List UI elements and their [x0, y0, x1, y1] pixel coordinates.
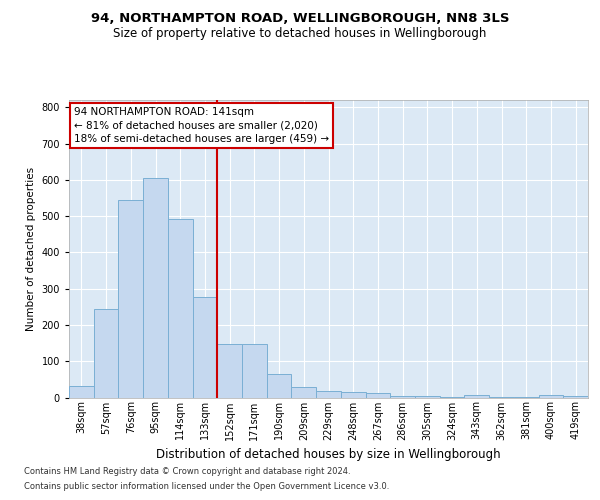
Bar [69, 386, 94, 398]
Bar [94, 308, 118, 398]
Bar [440, 397, 464, 398]
Text: Size of property relative to detached houses in Wellingborough: Size of property relative to detached ho… [113, 28, 487, 40]
Bar [242, 344, 267, 398]
Bar [514, 397, 539, 398]
Bar [539, 395, 563, 398]
Bar [193, 296, 217, 398]
Bar [415, 396, 440, 398]
Text: Contains public sector information licensed under the Open Government Licence v3: Contains public sector information licen… [24, 482, 389, 491]
Bar [316, 391, 341, 398]
Text: Contains HM Land Registry data © Crown copyright and database right 2024.: Contains HM Land Registry data © Crown c… [24, 467, 350, 476]
X-axis label: Distribution of detached houses by size in Wellingborough: Distribution of detached houses by size … [156, 448, 501, 461]
Bar [217, 344, 242, 398]
Bar [464, 394, 489, 398]
Bar [143, 178, 168, 398]
Y-axis label: Number of detached properties: Number of detached properties [26, 166, 36, 331]
Bar [168, 218, 193, 398]
Bar [390, 396, 415, 398]
Bar [489, 397, 514, 398]
Text: 94 NORTHAMPTON ROAD: 141sqm
← 81% of detached houses are smaller (2,020)
18% of : 94 NORTHAMPTON ROAD: 141sqm ← 81% of det… [74, 108, 329, 144]
Bar [365, 393, 390, 398]
Text: 94, NORTHAMPTON ROAD, WELLINGBOROUGH, NN8 3LS: 94, NORTHAMPTON ROAD, WELLINGBOROUGH, NN… [91, 12, 509, 26]
Bar [341, 392, 365, 398]
Bar [267, 374, 292, 398]
Bar [292, 386, 316, 398]
Bar [563, 396, 588, 398]
Bar [118, 200, 143, 398]
